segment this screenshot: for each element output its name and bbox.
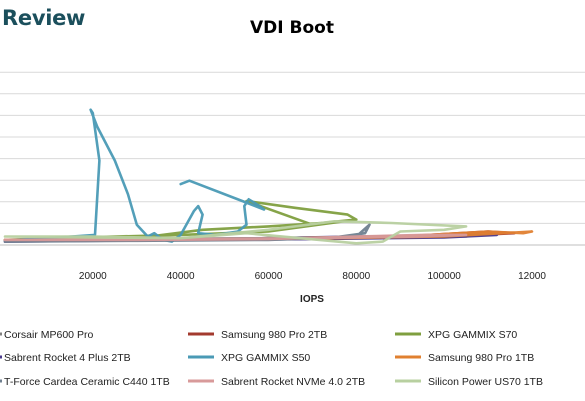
legend-label: Corsair MP600 Pro: [4, 329, 93, 341]
legend-label: Samsung 980 Pro 2TB: [221, 329, 327, 341]
series-layer: [3, 108, 534, 245]
legend-label: Sabrent Rocket 4 Plus 2TB: [4, 352, 131, 364]
x-tick-label: 12000: [518, 271, 546, 282]
x-tick-label: 60000: [255, 271, 283, 282]
brand-logo-text: Review: [2, 6, 86, 30]
x-tick-label: 20000: [79, 271, 107, 282]
x-tick-label: 100000: [427, 271, 461, 282]
x-tick-labels: 20000 40000 60000 80000 100000 12000: [79, 271, 546, 282]
chart-title: VDI Boot: [250, 18, 334, 38]
gridlines: [0, 71, 585, 246]
legend-label: Samsung 980 Pro 1TB: [428, 352, 534, 364]
legend-label: Silicon Power US70 1TB: [428, 376, 543, 388]
x-axis-label: IOPS: [300, 294, 324, 305]
series-line: [12, 108, 266, 243]
legend-label: T-Force Cardea Ceramic C440 1TB: [4, 376, 170, 388]
x-tick-label: 40000: [167, 271, 195, 282]
legend: Corsair MP600 Pro Samsung 980 Pro 2TB XPG …: [0, 329, 543, 388]
legend-label: Sabrent Rocket NVMe 4.0 2TB: [221, 376, 365, 388]
x-tick-label: 80000: [342, 271, 370, 282]
legend-label: XPG GAMMIX S70: [428, 329, 517, 341]
legend-label: XPG GAMMIX S50: [221, 352, 310, 364]
series-line: [3, 220, 468, 245]
series-line: [3, 233, 468, 242]
